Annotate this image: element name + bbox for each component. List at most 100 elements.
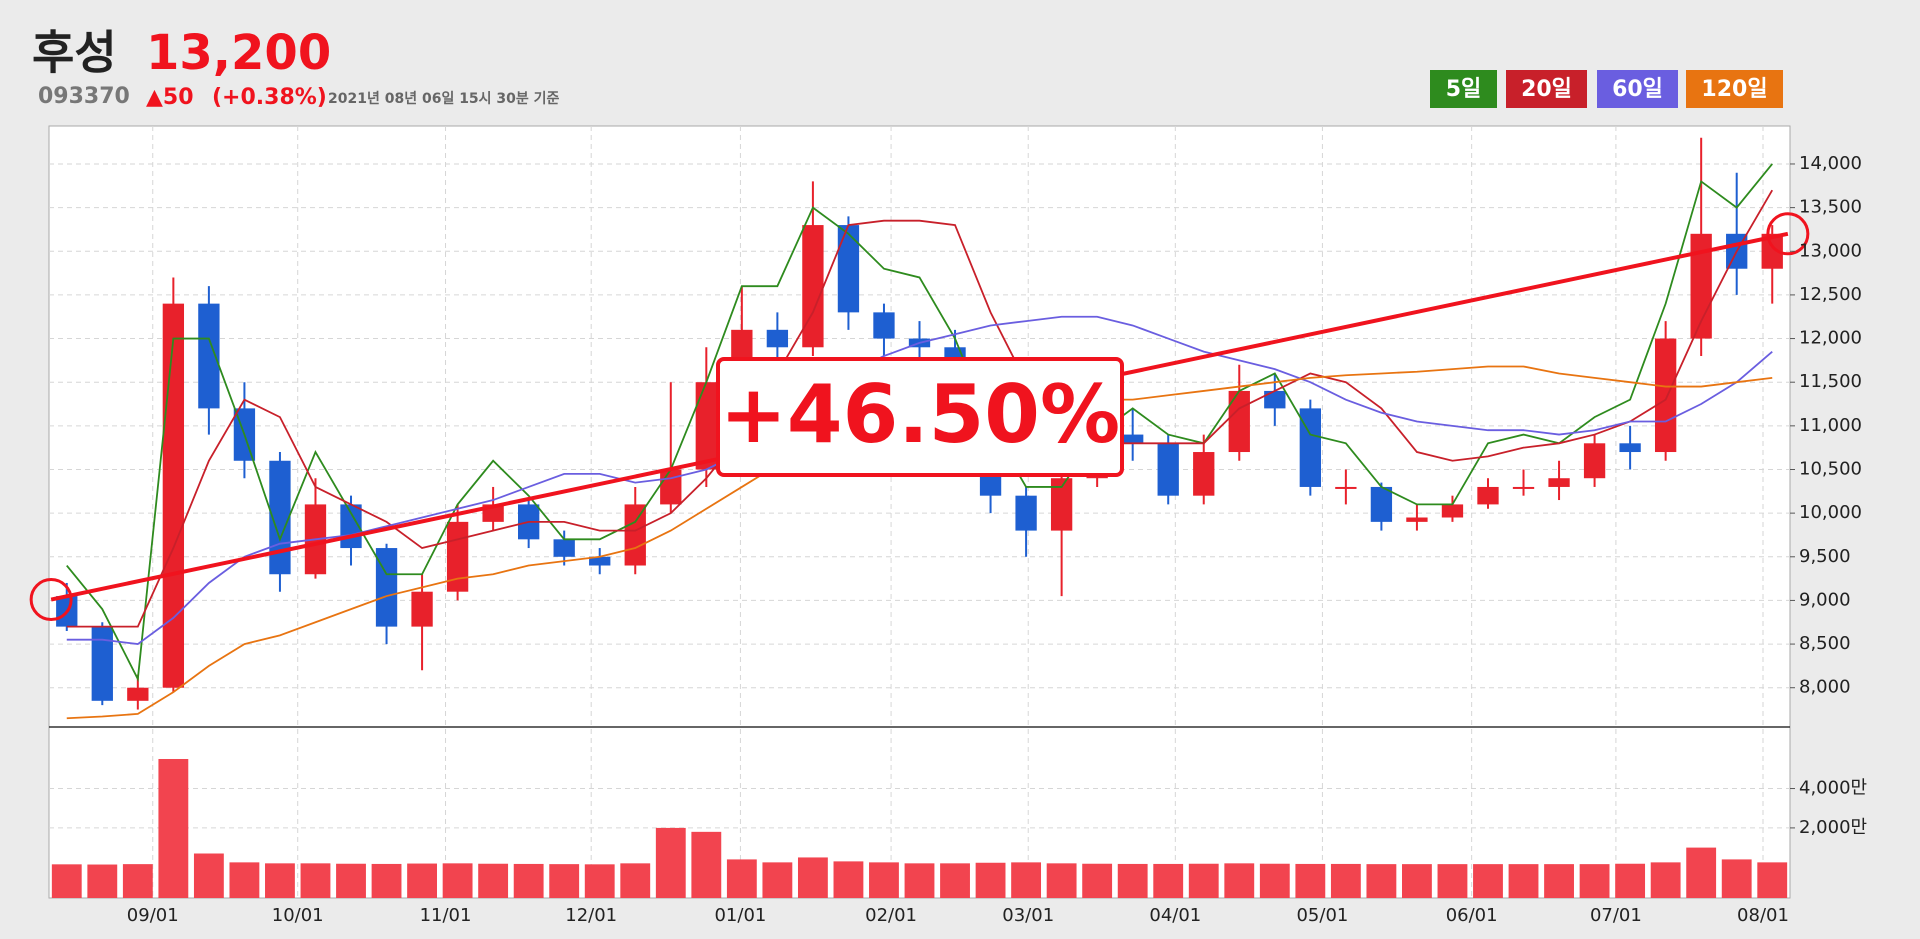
y-tick-label: 9,000	[1799, 589, 1851, 610]
volume-bar	[1437, 864, 1468, 898]
y-tick-label: 8,500	[1799, 633, 1851, 654]
candle-body	[91, 626, 113, 701]
volume-bar	[193, 853, 224, 898]
annotation-text: +46.50%	[720, 368, 1120, 461]
legend-label[interactable]: 5일	[1446, 77, 1482, 102]
stock-price: 13,200	[146, 25, 331, 81]
trend-endpoint	[1766, 212, 1810, 256]
y-tick-label: 11,500	[1799, 371, 1862, 392]
x-tick-label: 10/01	[272, 905, 324, 926]
volume-bar	[833, 861, 864, 898]
volume-bar	[407, 863, 437, 898]
candle-body	[1228, 390, 1250, 453]
volume-bar	[940, 863, 970, 898]
y-tick-label: 13,000	[1799, 240, 1862, 261]
volume-bar	[1259, 863, 1290, 898]
timestamp: 2021년 08년 06일 15시 30분 기준	[328, 91, 560, 107]
candle-body	[660, 469, 682, 505]
legend-button[interactable]	[1430, 70, 1497, 108]
volume-bar	[762, 862, 793, 898]
stock-code: 093370	[38, 84, 130, 109]
overlay: +46.50%	[29, 212, 1810, 622]
y-tick-label: 12,500	[1799, 284, 1862, 305]
volume-bar	[975, 862, 1006, 898]
volume-bar	[869, 862, 899, 898]
candle-body	[1583, 443, 1606, 479]
volume-bar	[1579, 864, 1610, 898]
x-tick-label: 01/01	[714, 905, 766, 926]
volume-bar	[371, 863, 402, 898]
legend-label[interactable]: 120일	[1701, 77, 1767, 102]
marks	[51, 137, 1788, 898]
x-tick-label: 06/01	[1446, 905, 1498, 926]
candle-body	[1015, 495, 1037, 531]
y-tick-label: 12,000	[1799, 328, 1862, 349]
candle-body	[1370, 486, 1393, 522]
candle-body	[1122, 434, 1144, 444]
volume-bar	[1082, 863, 1113, 898]
volume-bar	[300, 863, 331, 898]
candle-body	[411, 591, 433, 627]
candle-body	[198, 303, 220, 409]
candle-body	[1050, 478, 1073, 531]
x-tick-label: 07/01	[1590, 905, 1642, 926]
candle-body	[1299, 408, 1321, 487]
candle-body	[1157, 443, 1179, 496]
x-tick-label: 05/01	[1296, 905, 1348, 926]
trend-endpoint	[29, 578, 73, 622]
y-tick-label: 10,500	[1799, 458, 1862, 479]
annotation-box	[716, 357, 1124, 477]
candle-body	[1441, 504, 1464, 518]
volume-bar	[1544, 864, 1574, 898]
moving-average-line	[66, 189, 1774, 628]
x-tick-label: 11/01	[420, 905, 472, 926]
candle-body	[1512, 486, 1535, 489]
legend-button[interactable]	[1597, 70, 1678, 108]
volume-bar	[1117, 863, 1148, 898]
volume-bar	[1224, 863, 1255, 898]
volume-bar	[1188, 863, 1219, 898]
plot-area	[48, 125, 1791, 899]
candle-body	[766, 329, 789, 348]
legend-button[interactable]	[1686, 70, 1783, 108]
x-tick-label: 12/01	[565, 905, 617, 926]
candle-body	[695, 382, 717, 470]
volume-bar	[1757, 862, 1788, 898]
x-tick-label: 04/01	[1149, 905, 1201, 926]
x-tick-label: 09/01	[127, 905, 179, 926]
candle-body	[873, 312, 895, 339]
volume-bar	[1650, 862, 1681, 898]
volume-bar	[51, 864, 82, 898]
volume-bar	[1686, 847, 1717, 898]
candle-body	[1335, 486, 1357, 489]
volume-bar	[122, 864, 153, 898]
legend-button[interactable]	[1506, 70, 1587, 108]
volume-bar	[691, 831, 722, 898]
volume-bar	[1366, 864, 1397, 898]
volume-bar	[478, 863, 509, 898]
y-tick-label: 13,500	[1799, 197, 1862, 218]
volume-bar	[1508, 864, 1539, 898]
volume-bar	[158, 758, 189, 898]
x-tick-label: 02/01	[865, 905, 917, 926]
volume-bar	[1615, 863, 1646, 898]
candle-body	[553, 539, 575, 557]
volume-bar	[1721, 859, 1752, 898]
candle-body	[162, 303, 185, 688]
volume-bar	[513, 863, 544, 898]
volume-bar	[1046, 863, 1077, 898]
volume-bar	[549, 864, 580, 898]
volume-bar	[1011, 862, 1042, 898]
y-tick-label: 10,000	[1799, 502, 1862, 523]
legend-label[interactable]: 20일	[1521, 77, 1572, 102]
volume-bar	[1402, 864, 1432, 898]
volume-bar	[584, 864, 615, 898]
volume-bar	[797, 857, 828, 898]
volume-bar	[726, 859, 757, 898]
volume-bar	[904, 863, 935, 898]
y-tick-label: 11,000	[1799, 415, 1862, 436]
legend-label[interactable]: 60일	[1612, 77, 1663, 102]
y-tick-label: 4,000만	[1799, 778, 1867, 799]
